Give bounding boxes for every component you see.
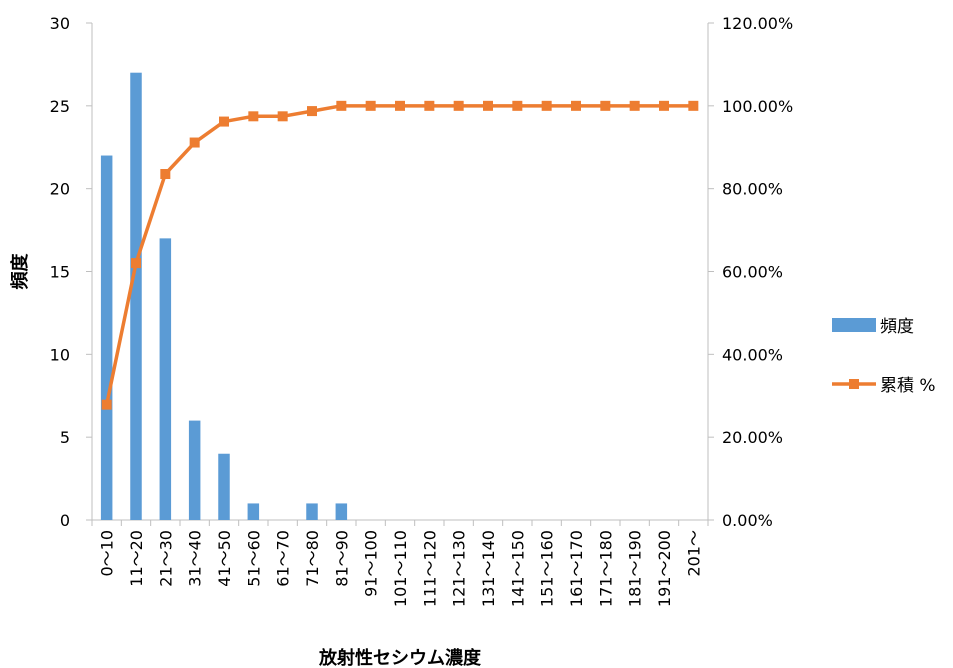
bar — [306, 503, 318, 520]
x-tick-label: 111～120 — [420, 530, 439, 607]
line-point — [600, 100, 611, 111]
left-y-tick-label: 20 — [50, 180, 70, 199]
right-y-tick-label: 20.00% — [722, 428, 783, 447]
x-tick-label: 191～200 — [655, 530, 674, 607]
axes — [91, 23, 709, 521]
line-point — [307, 106, 317, 117]
x-tick-label: 0～10 — [98, 530, 117, 577]
line-point — [277, 111, 288, 122]
legend-bar-swatch — [832, 318, 876, 332]
bar — [188, 420, 201, 520]
x-tick-label: 71～80 — [303, 530, 322, 587]
line-point — [541, 100, 552, 111]
left-y-tick-label: 0 — [60, 511, 70, 530]
bar — [335, 503, 348, 520]
x-tick-label: 131～140 — [479, 530, 498, 607]
left-y-tick-label: 30 — [50, 14, 70, 33]
line-point — [424, 100, 435, 111]
bar — [218, 453, 230, 520]
line-point — [453, 100, 464, 111]
left-y-ticks: 0 5 10 15 20 25 30 — [50, 14, 92, 530]
bars — [100, 72, 348, 521]
line-point — [160, 169, 171, 180]
right-y-tick-label: 100.00% — [722, 97, 793, 116]
x-ticks: 0～10 11～20 21～30 31～40 41～50 51～60 61～70 71～80 8… — [91, 520, 709, 607]
left-y-tick-label: 5 — [60, 428, 70, 447]
right-y-tick-label: 0.00% — [722, 511, 773, 530]
legend-bar-label: 頻度 — [880, 317, 914, 337]
x-tick-label: 21～30 — [156, 530, 175, 587]
left-y-tick-label: 15 — [50, 263, 70, 282]
x-tick-label: 141～150 — [508, 530, 527, 607]
x-tick-label: 81～90 — [332, 530, 351, 587]
x-tick-label: 51～60 — [244, 530, 263, 587]
cumulative-line-path — [104, 104, 694, 406]
line-point — [395, 100, 405, 111]
line-point — [483, 100, 493, 111]
bar — [100, 155, 113, 521]
bar — [247, 503, 260, 520]
line-point — [131, 258, 141, 269]
x-tick-label: 171～180 — [596, 530, 615, 607]
bar — [130, 72, 142, 520]
x-tick-label: 11～20 — [127, 530, 146, 587]
x-tick-label: 41～50 — [215, 530, 234, 587]
x-tick-label: 31～40 — [186, 530, 205, 587]
line-point — [101, 399, 112, 410]
line-point — [189, 137, 200, 148]
x-axis-title: 放射性セシウム濃度 — [318, 647, 482, 668]
left-y-tick-label: 10 — [50, 345, 70, 364]
legend-line-label: 累積 % — [880, 376, 936, 396]
line-point — [512, 100, 523, 111]
right-y-tick-label: 60.00% — [722, 263, 783, 282]
bar — [159, 238, 172, 520]
legend-line-marker — [849, 379, 859, 389]
y-axis-title: 頻度 — [9, 253, 31, 290]
x-tick-label: 61～70 — [274, 530, 293, 587]
line-point — [219, 116, 229, 127]
x-tick-label: 181～190 — [626, 530, 645, 607]
x-tick-label: 91～100 — [362, 530, 381, 597]
line-point — [659, 100, 669, 111]
line-point — [571, 100, 581, 111]
right-y-tick-label: 120.00% — [722, 14, 793, 33]
line-point — [336, 100, 347, 111]
x-tick-label: 151～160 — [538, 530, 557, 607]
line-point — [365, 100, 376, 111]
line-point — [629, 100, 640, 111]
x-tick-label: 201～ — [684, 530, 703, 577]
left-y-tick-label: 25 — [50, 97, 70, 116]
cumulative-line — [101, 100, 699, 410]
right-y-tick-label: 40.00% — [722, 345, 783, 364]
x-tick-label: 101～110 — [391, 530, 410, 607]
line-point — [688, 100, 699, 111]
x-tick-label: 121～130 — [450, 530, 469, 607]
right-y-ticks: 0.00% 20.00% 40.00% 60.00% 80.00% 100.00% 120.… — [708, 14, 793, 530]
x-tick-label: 161～170 — [567, 530, 586, 607]
right-y-tick-label: 80.00% — [722, 180, 783, 199]
line-point — [248, 111, 259, 122]
legend: 頻度 累積 % — [832, 317, 936, 396]
